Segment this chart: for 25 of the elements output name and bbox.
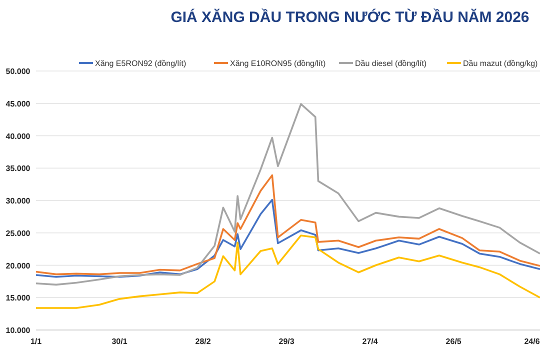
legend-label: Xăng E5RON92 (đồng/lít) (95, 59, 186, 68)
x-tick-label: 24/6 (524, 337, 540, 346)
y-tick-label: 15.000 (6, 294, 31, 303)
y-tick-label: 35.000 (6, 164, 31, 174)
x-tick-label: 27/4 (362, 337, 378, 346)
legend-label: Xăng E10RON95 (đồng/lít) (230, 59, 326, 68)
y-tick-label: 45.000 (6, 99, 31, 108)
x-tick-label: 30/1 (112, 337, 128, 346)
y-tick-label: 25.000 (6, 228, 31, 238)
line-series (36, 103, 540, 286)
x-tick-label: 28/2 (195, 337, 212, 346)
line-series (36, 234, 540, 309)
y-tick-label: 50.000 (6, 67, 31, 76)
x-tick-label: 26/5 (446, 337, 462, 346)
legend-label: Dầu diesel (đồng/lít) (355, 59, 427, 68)
y-tick-label: 30.000 (6, 196, 31, 206)
line-series (36, 174, 540, 276)
y-tick-label: 10.000 (6, 326, 31, 335)
y-tick-label: 40.000 (6, 132, 31, 141)
x-tick-label: 29/3 (278, 337, 295, 346)
chart-title: GIÁ XĂNG DẦU TRONG NƯỚC TỪ ĐẦU NĂM 2026 (170, 8, 530, 26)
y-tick-label: 20.000 (6, 261, 31, 270)
line-series (36, 198, 540, 278)
x-tick-label: 1/1 (30, 337, 42, 346)
legend-label: Dầu mazut (đồng/kg) (463, 59, 538, 68)
